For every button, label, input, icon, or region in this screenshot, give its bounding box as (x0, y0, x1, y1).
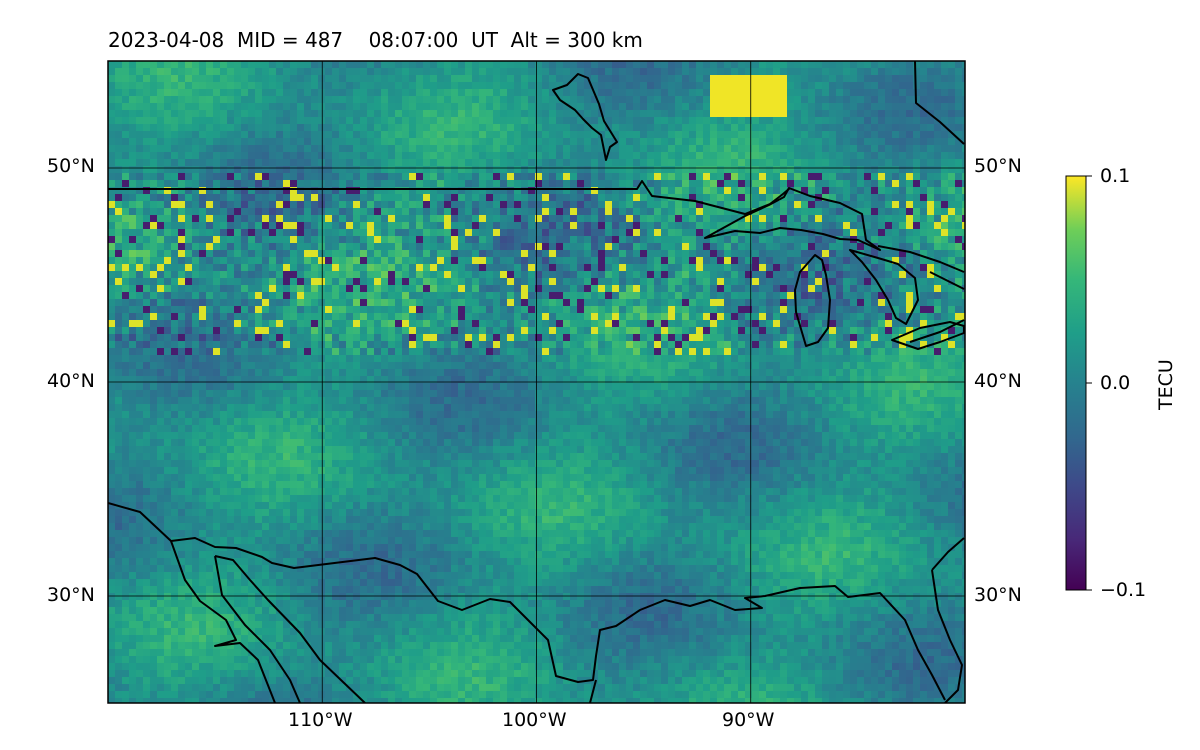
map-title: 2023-04-08 MID = 487 08:07:00 UT Alt = 3… (108, 28, 643, 52)
gulf-coast (170, 537, 946, 701)
colorbar-label-zero: 0.0 (1100, 372, 1131, 394)
lon-label-100w: 100°W (502, 709, 567, 731)
map-frame (107, 60, 966, 704)
lake-erie (891, 321, 965, 350)
lake-huron (849, 249, 919, 325)
gridlines (108, 61, 965, 703)
florida-coast (931, 537, 965, 703)
mexico-coast (589, 679, 597, 703)
hudson-bay-shore (552, 73, 618, 161)
colorbar-title: TECU (1155, 359, 1177, 410)
pacific-coast (108, 502, 276, 703)
lat-label-left-40: 40°N (47, 370, 95, 392)
great-lakes-east (877, 245, 965, 343)
colorbar (1066, 176, 1086, 590)
colorbar-label-max: 0.1 (1100, 165, 1131, 187)
lon-label-90w: 90°W (722, 709, 775, 731)
lat-label-left-30: 30°N (47, 584, 95, 606)
lake-superior (704, 187, 881, 251)
lat-label-left-50: 50°N (47, 155, 95, 177)
lon-label-110w: 110°W (288, 709, 353, 731)
baja-peninsula (214, 555, 366, 703)
us-canada-border (108, 180, 791, 215)
lake-michigan (794, 254, 831, 347)
lat-label-right-40: 40°N (974, 370, 1022, 392)
coastlines (108, 61, 965, 703)
lat-label-right-30: 30°N (974, 584, 1022, 606)
colorbar-label-min: −0.1 (1100, 579, 1147, 601)
tec-heatmap (108, 61, 965, 703)
lat-label-right-50: 50°N (974, 155, 1022, 177)
east-hudson-shore (914, 61, 965, 145)
